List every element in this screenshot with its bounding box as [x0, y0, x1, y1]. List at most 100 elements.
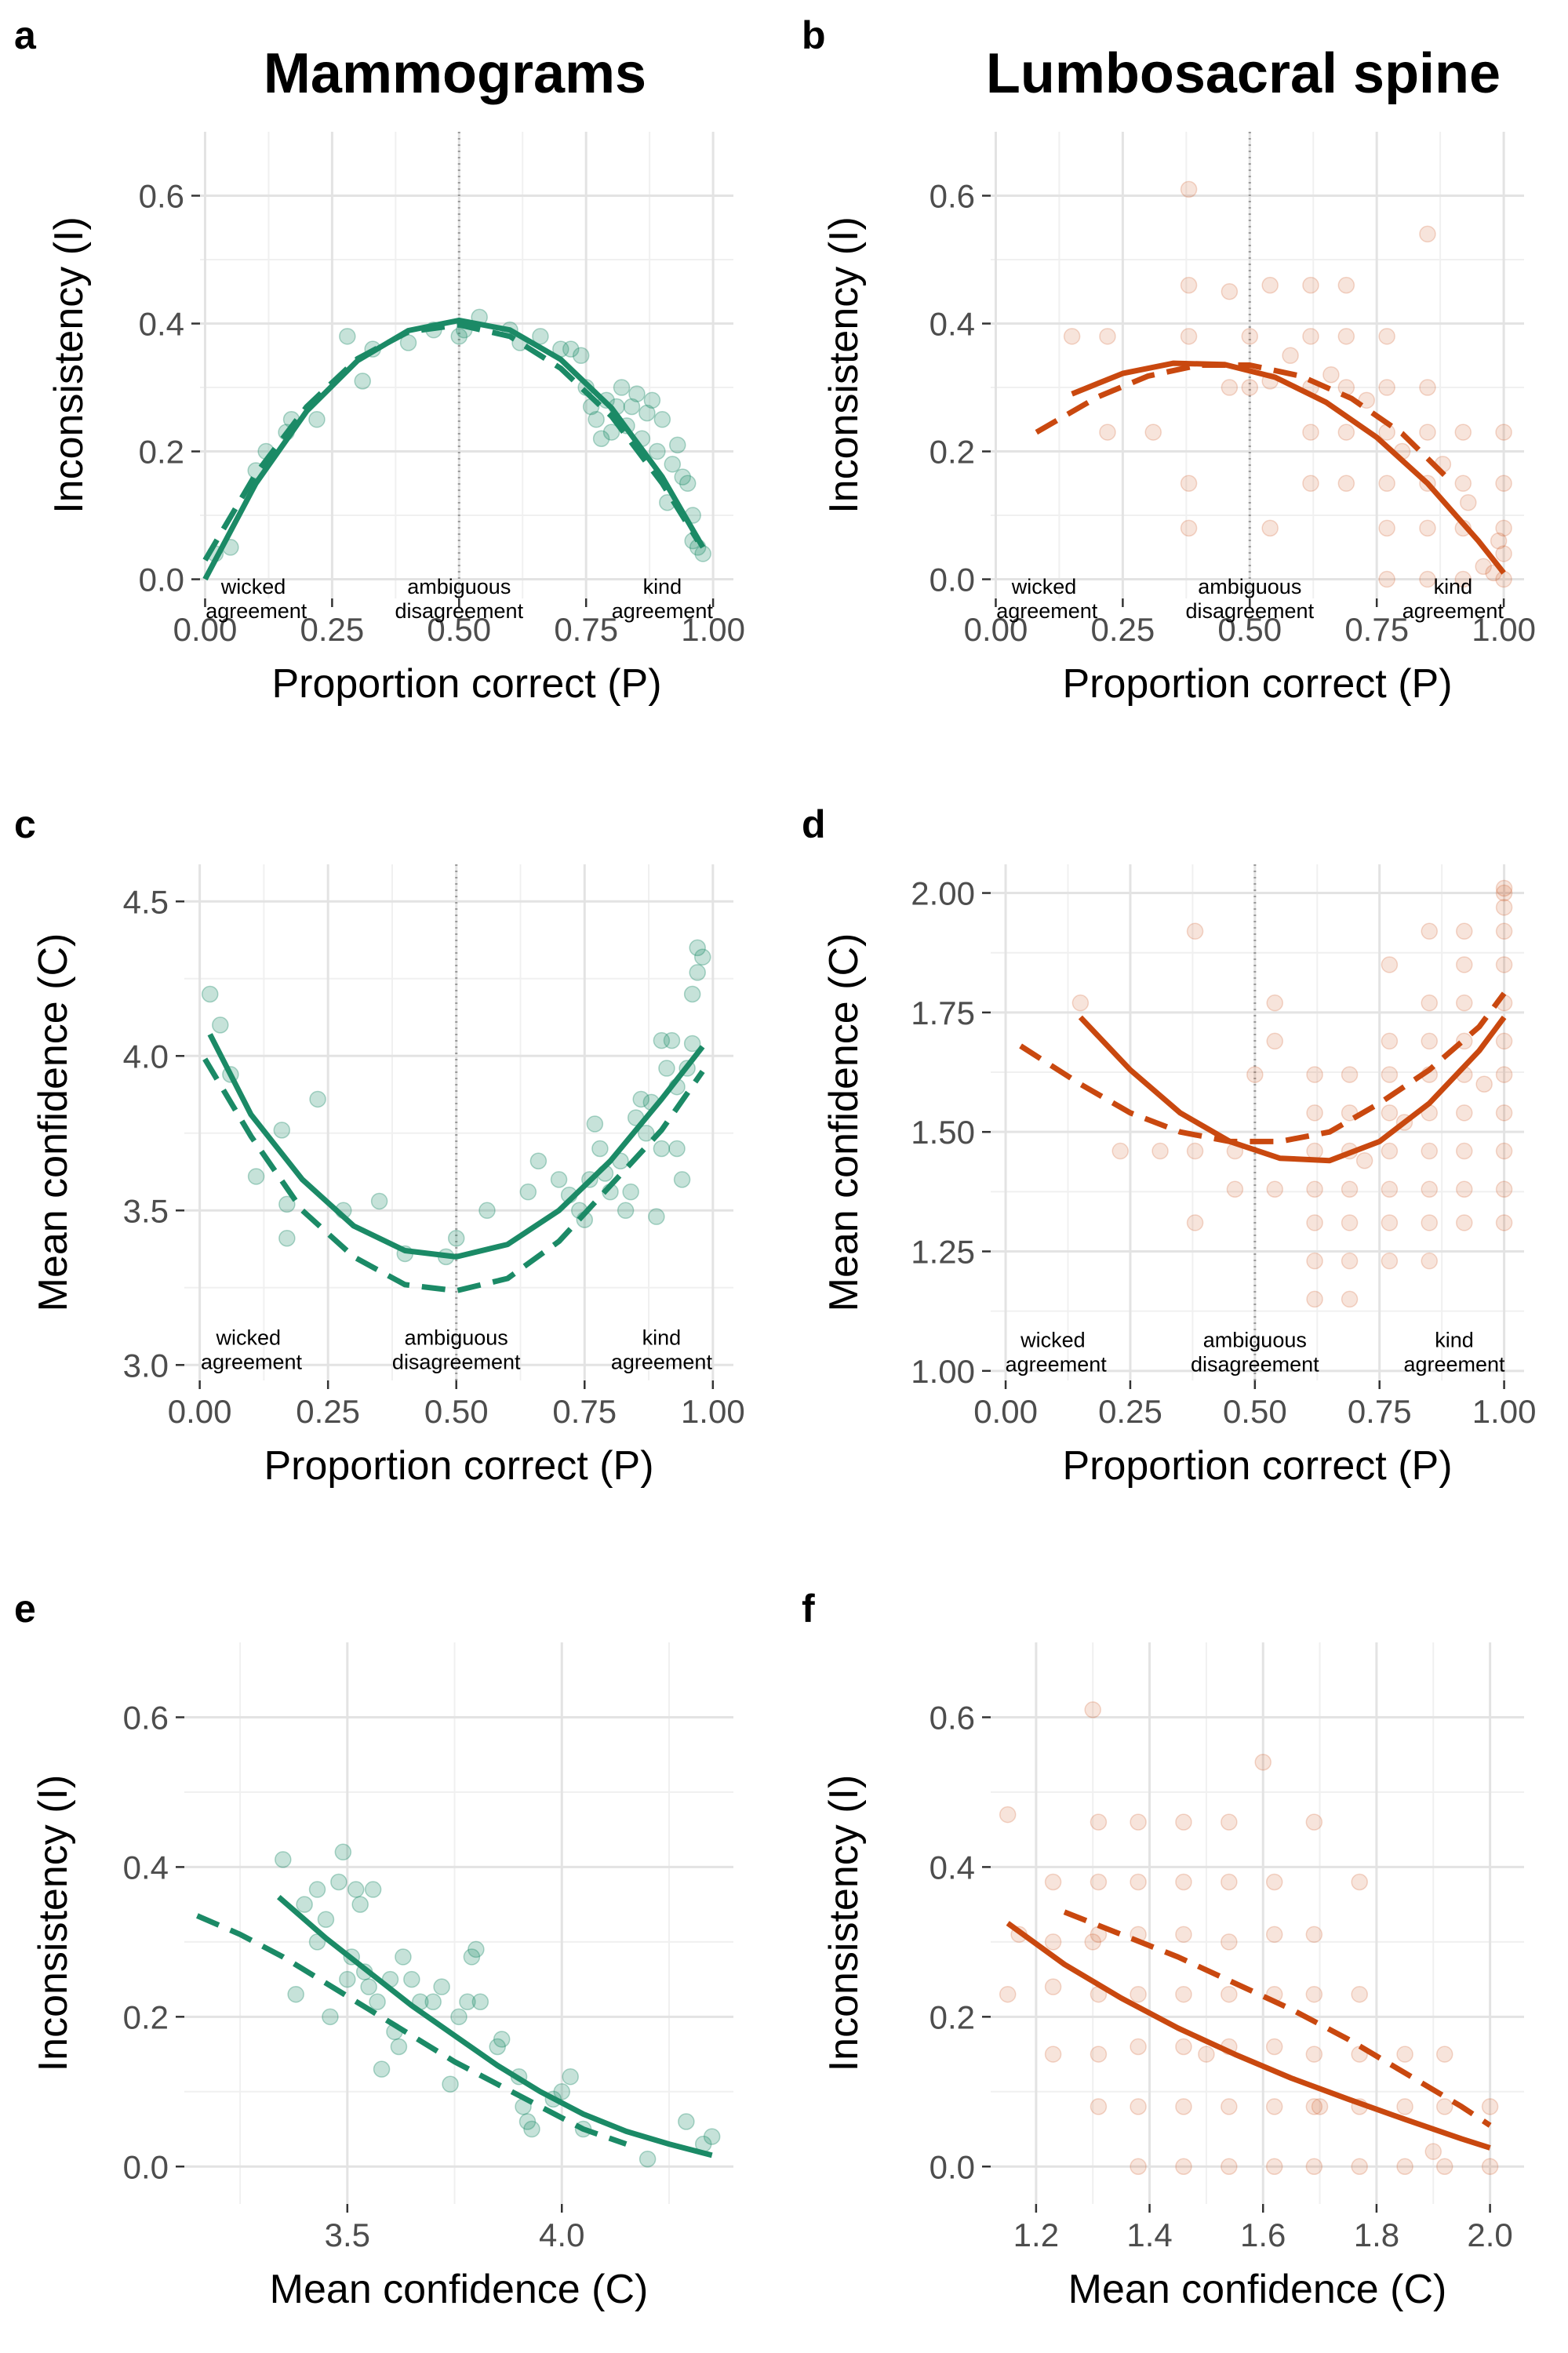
region-label: ambiguous disagreement — [1191, 1328, 1319, 1376]
data-point — [1481, 2098, 1499, 2115]
data-point — [689, 939, 706, 957]
region-label: kind agreement — [611, 1326, 713, 1374]
data-point — [683, 1035, 701, 1053]
x-tick-label: 1.00 — [1472, 1393, 1537, 1430]
panel-letter: b — [802, 13, 826, 57]
fit-line-dashed — [1019, 991, 1507, 1144]
region-label-line: disagreement — [1185, 599, 1314, 623]
data-point — [1421, 1142, 1439, 1160]
data-point — [296, 1896, 313, 1913]
data-point — [275, 1851, 292, 1868]
data-point — [1495, 1214, 1513, 1231]
region-label-line: wicked — [1020, 1328, 1086, 1351]
data-point — [1351, 2158, 1368, 2176]
data-point — [1186, 1142, 1204, 1160]
region-label: kind agreement — [612, 575, 714, 623]
data-point — [1495, 956, 1513, 973]
data-point — [1261, 276, 1279, 294]
y-tick-label: 1.00 — [911, 1353, 975, 1390]
x-tick-label: 0.50 — [1223, 1393, 1287, 1430]
data-point — [1266, 1032, 1283, 1050]
data-point — [1341, 1180, 1359, 1198]
data-point — [523, 2120, 540, 2138]
y-tick-label: 4.0 — [123, 1038, 169, 1075]
fit-line-dashed — [196, 1913, 628, 2147]
data-point — [1254, 1753, 1271, 1771]
fit-line-dashed — [202, 322, 700, 562]
column-title-mammograms: Mammograms — [264, 42, 646, 105]
data-point — [529, 1152, 548, 1170]
data-point — [519, 1183, 537, 1201]
panel-a: a 0.00 0.25 0.50 0.75 1.00 0.0 0.2 0.4 0.6 wicked … — [14, 13, 745, 707]
data-point — [1306, 1252, 1323, 1270]
data-point — [354, 373, 371, 390]
data-point — [1381, 1214, 1399, 1231]
x-tick-label: 0.75 — [1344, 611, 1409, 648]
data-point — [1378, 519, 1395, 537]
data-point — [664, 456, 682, 473]
data-point — [1063, 328, 1081, 345]
x-tick-label: 0.25 — [1091, 611, 1155, 648]
data-point — [1180, 519, 1198, 537]
data-point — [1180, 180, 1198, 198]
data-point — [628, 385, 646, 402]
y-axis-title: Inconsistency (I) — [821, 1775, 867, 2072]
y-tick-label: 0.2 — [123, 1998, 169, 2035]
data-point — [591, 1140, 609, 1158]
panel-f: f 1.2 1.4 1.6 1.8 2.0 0.0 0.2 0.4 0.6 Mean confide… — [802, 1587, 1524, 2312]
y-tick-label: 1.25 — [911, 1234, 975, 1271]
panel-d: d 0.00 0.25 0.50 0.75 1.00 1.00 1.25 1.50 1.75 2.0… — [802, 802, 1536, 1489]
data-point — [678, 475, 697, 493]
data-point — [1175, 2158, 1192, 2176]
data-point — [212, 1016, 229, 1034]
data-point — [1421, 994, 1439, 1012]
data-point — [1495, 424, 1512, 441]
panel-letter: e — [14, 1587, 36, 1631]
x-axis-title: Proportion correct (P) — [264, 1443, 653, 1489]
data-point — [1180, 475, 1198, 493]
y-tick-label: 0.2 — [139, 434, 184, 471]
data-point — [364, 1881, 382, 1898]
x-tick-label: 0.75 — [554, 611, 618, 648]
x-tick-label: 0.00 — [964, 611, 1028, 648]
y-tick-label: 0.0 — [139, 562, 184, 598]
data-point — [1265, 2158, 1283, 2176]
fit-line-solid — [276, 1894, 713, 2158]
data-point — [347, 1881, 365, 1898]
x-tick-label: 0.50 — [1217, 611, 1282, 648]
data-point — [653, 411, 671, 428]
data-point — [459, 1993, 476, 2010]
data-point — [588, 411, 605, 428]
data-point — [1481, 2158, 1499, 2176]
data-point — [643, 391, 661, 409]
data-point — [1419, 379, 1436, 396]
data-point — [1495, 1104, 1513, 1122]
data-point — [648, 1208, 665, 1225]
column-title-lumbosacral-spine: Lumbosacral spine — [986, 42, 1501, 105]
region-label-line: disagreement — [1191, 1352, 1319, 1376]
panel-letter: f — [802, 1587, 815, 1631]
data-point — [1180, 328, 1198, 345]
data-point — [1341, 1252, 1359, 1270]
data-point — [532, 328, 549, 345]
data-point — [278, 1195, 296, 1213]
data-point — [1381, 1032, 1399, 1050]
data-point — [689, 964, 706, 981]
panel-letter: d — [802, 802, 826, 846]
x-tick-label: 1.6 — [1240, 2217, 1286, 2253]
data-point — [330, 1873, 347, 1891]
data-point — [1495, 922, 1513, 940]
data-point — [632, 1090, 649, 1108]
data-point — [1265, 1873, 1283, 1891]
x-axis-title: Proportion correct (P) — [1062, 1443, 1452, 1489]
y-tick-label: 3.0 — [123, 1347, 169, 1384]
data-point — [553, 2083, 570, 2100]
data-point — [1381, 1252, 1399, 1270]
data-point — [1175, 2098, 1192, 2115]
data-point — [1130, 2098, 1147, 2115]
data-point — [463, 1948, 481, 1966]
region-label-line: ambiguous — [1203, 1328, 1307, 1351]
region-label-line: wicked — [220, 575, 286, 598]
x-tick-label: 0.00 — [173, 611, 238, 648]
data-point — [1221, 379, 1239, 396]
